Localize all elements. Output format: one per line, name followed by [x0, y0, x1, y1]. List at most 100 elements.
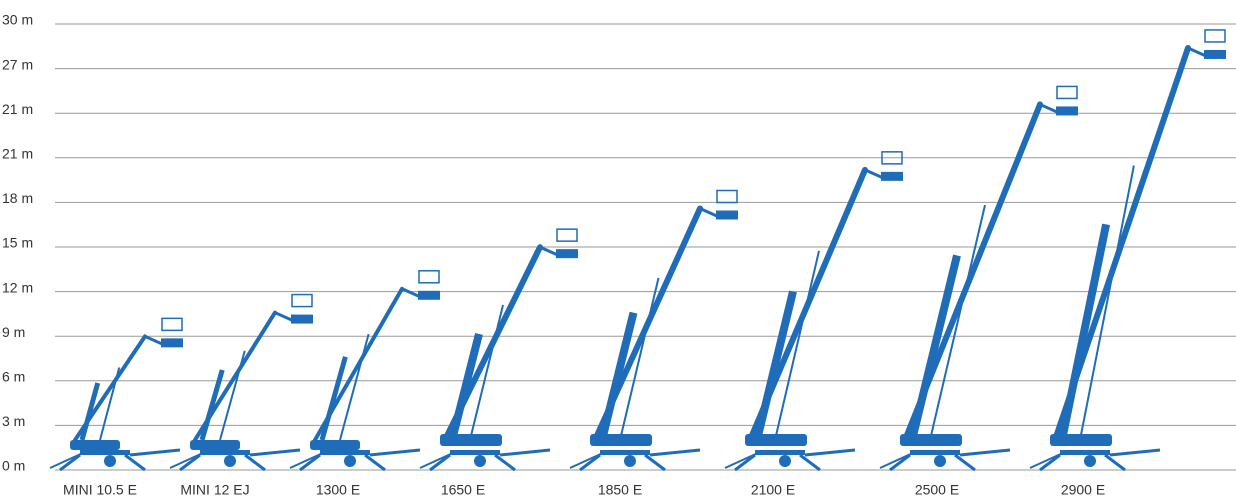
drawbar [369, 448, 421, 457]
outrigger [179, 453, 201, 472]
jib [144, 334, 164, 346]
frame [450, 450, 500, 455]
lift [49, 317, 183, 472]
jib [274, 311, 294, 322]
outrigger [889, 453, 911, 472]
y-tick-label: 21 m [2, 146, 33, 162]
outrigger [734, 453, 756, 472]
drawbar [804, 448, 856, 457]
outrigger [244, 453, 266, 472]
drawbar [649, 448, 701, 457]
y-tick-label: 9 m [2, 324, 25, 340]
wheel [224, 455, 236, 467]
cylinder [219, 350, 246, 441]
basket-rail [716, 189, 738, 204]
outrigger [59, 453, 81, 472]
drawbar [129, 448, 181, 457]
outrigger [419, 451, 456, 469]
x-tick-label: 1300 E [316, 482, 360, 498]
outrigger [569, 451, 606, 469]
frame [600, 450, 650, 455]
jib [539, 245, 559, 257]
frame [1060, 450, 1110, 455]
wheel [104, 455, 116, 467]
basket-rail [1056, 85, 1078, 100]
wheel [934, 455, 946, 467]
outrigger [289, 451, 326, 469]
y-tick-label: 21 m [2, 101, 33, 117]
outrigger [1039, 453, 1061, 472]
lift [419, 228, 578, 472]
boom-lower [448, 332, 483, 441]
y-tick-label: 18 m [2, 190, 33, 206]
jib [699, 207, 719, 218]
wheel [624, 455, 636, 467]
frame [320, 450, 370, 455]
basket-rail [161, 317, 183, 332]
x-tick-label: MINI 10.5 E [63, 482, 137, 498]
drawbar [1109, 448, 1161, 457]
basket [556, 249, 578, 259]
y-tick-label: 6 m [2, 369, 25, 385]
outrigger [879, 451, 916, 469]
jib [864, 168, 884, 180]
y-tick-label: 12 m [2, 279, 33, 295]
basket-rail [418, 270, 440, 284]
x-tick-label: 2100 E [751, 482, 795, 498]
frame [910, 450, 960, 455]
lift [724, 151, 903, 472]
cylinder [619, 277, 660, 441]
frame [200, 450, 250, 455]
basket-rail [291, 293, 313, 308]
jib [1187, 46, 1207, 58]
wheel [1084, 455, 1096, 467]
jib [401, 287, 421, 299]
frame [755, 450, 805, 455]
outrigger [724, 451, 761, 469]
drawbar [959, 448, 1011, 457]
boom-lower [753, 290, 797, 441]
lift [169, 293, 313, 472]
cylinder [774, 250, 820, 441]
outrigger [494, 453, 516, 472]
boom-lower [598, 311, 638, 441]
boom-lower [908, 254, 961, 441]
cylinder [99, 367, 121, 441]
boom-lower [1058, 223, 1111, 441]
wheel [474, 455, 486, 467]
basket-rail [1204, 29, 1226, 43]
outrigger [1104, 453, 1126, 472]
outrigger [49, 451, 86, 469]
chassis [70, 440, 120, 450]
lift [1029, 29, 1226, 472]
lift [289, 270, 440, 472]
frame [80, 450, 130, 455]
chassis [310, 440, 360, 450]
outrigger [429, 453, 451, 472]
wheel [779, 455, 791, 467]
outrigger [799, 453, 821, 472]
basket [1056, 106, 1078, 116]
drawbar [249, 448, 301, 457]
boom-lower [79, 382, 101, 441]
chassis [190, 440, 240, 450]
lift [569, 189, 738, 472]
y-tick-label: 27 m [2, 56, 33, 72]
outrigger [644, 453, 666, 472]
basket [161, 338, 183, 348]
x-tick-label: 1650 E [441, 482, 485, 498]
x-tick-label: 2900 E [1061, 482, 1105, 498]
cylinder [469, 304, 504, 441]
drawbar [499, 448, 551, 457]
boom-lower [199, 369, 225, 441]
cylinder [1079, 165, 1135, 441]
wheel [344, 455, 356, 467]
basket [881, 171, 903, 181]
basket [716, 210, 738, 220]
y-tick-label: 30 m [2, 12, 33, 28]
outrigger [364, 453, 386, 472]
outrigger [1029, 451, 1066, 469]
x-tick-label: MINI 12 EJ [180, 482, 249, 498]
cylinder [929, 204, 986, 441]
